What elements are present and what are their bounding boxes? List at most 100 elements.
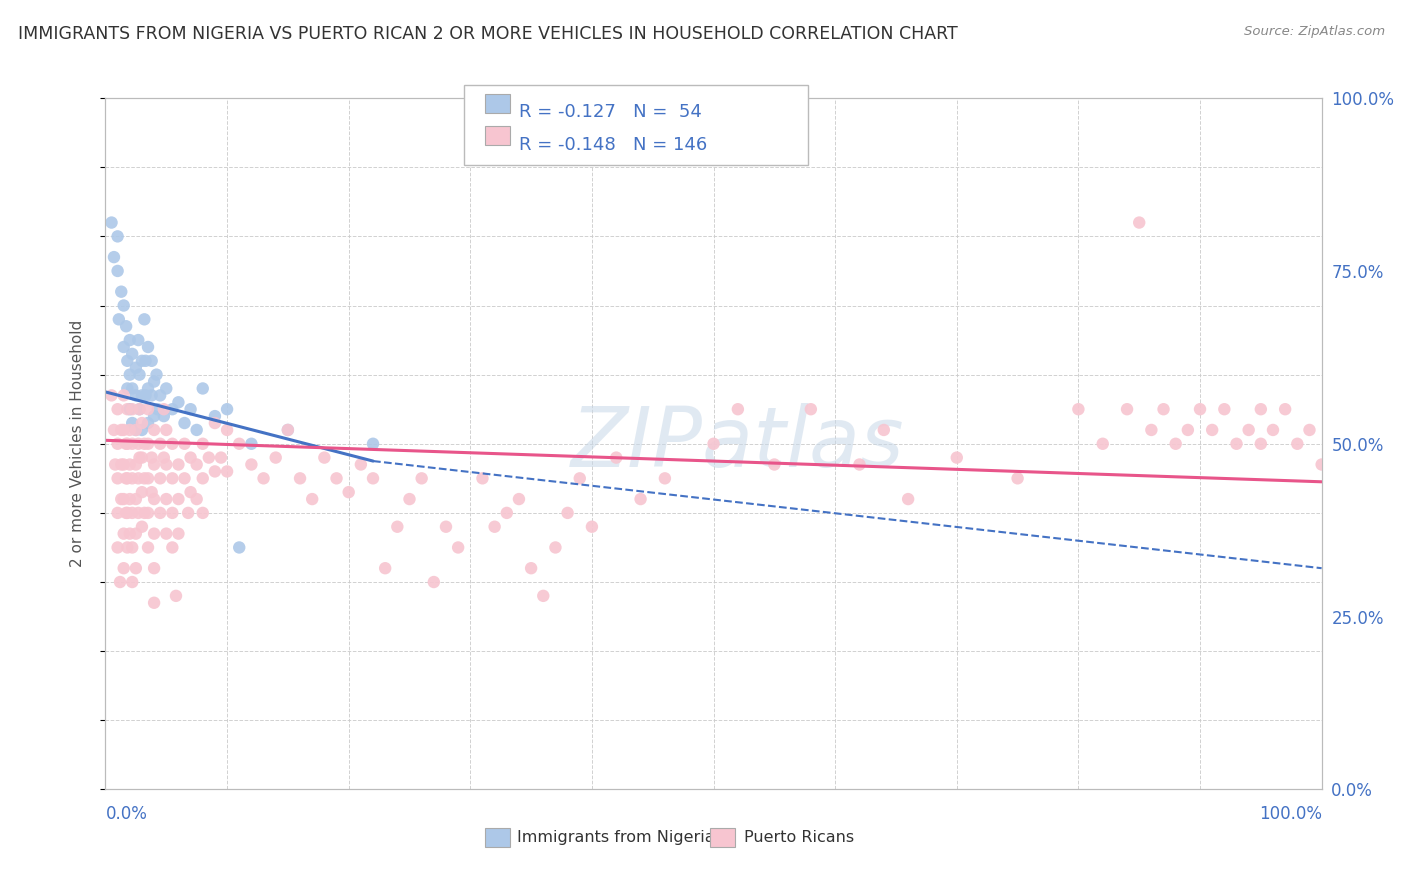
Point: [191, 506, 214, 520]
Point: [118, 402, 141, 417]
Point: [117, 402, 139, 417]
Point: [128, 450, 150, 465]
Point: [630, 492, 652, 507]
Point: [118, 368, 141, 382]
Point: [131, 416, 153, 430]
Point: [112, 423, 135, 437]
Point: [153, 450, 176, 465]
Point: [288, 471, 311, 485]
Point: [374, 561, 396, 575]
Point: [167, 395, 190, 409]
Point: [136, 471, 159, 485]
Point: [125, 423, 148, 437]
Point: [117, 354, 139, 368]
Point: [1177, 423, 1199, 437]
Point: [240, 458, 263, 472]
Point: [153, 402, 176, 417]
Point: [162, 437, 184, 451]
Point: [135, 354, 157, 368]
Point: [104, 458, 127, 472]
Text: ZIPatlas: ZIPatlas: [571, 403, 904, 484]
Point: [162, 402, 184, 417]
Point: [155, 458, 177, 472]
Point: [458, 146, 481, 161]
Point: [117, 437, 139, 451]
Point: [134, 312, 156, 326]
Point: [162, 471, 184, 485]
Point: [125, 458, 148, 472]
Text: Immigrants from Nigeria: Immigrants from Nigeria: [517, 830, 716, 845]
Point: [186, 423, 208, 437]
Point: [173, 437, 195, 451]
Point: [134, 506, 156, 520]
Point: [112, 526, 135, 541]
Point: [127, 471, 149, 485]
Point: [136, 402, 159, 417]
Point: [107, 229, 129, 244]
Point: [131, 354, 153, 368]
Point: [165, 589, 187, 603]
Point: [240, 437, 263, 451]
Point: [350, 458, 373, 472]
Point: [103, 423, 125, 437]
Point: [143, 409, 166, 424]
Text: R = -0.148   N = 146: R = -0.148 N = 146: [519, 136, 707, 153]
Point: [228, 541, 250, 555]
Point: [100, 216, 122, 230]
Point: [141, 388, 163, 402]
Point: [121, 416, 143, 430]
Point: [361, 437, 384, 451]
Point: [143, 375, 166, 389]
Point: [1140, 423, 1163, 437]
Point: [115, 319, 138, 334]
Point: [121, 347, 143, 361]
Point: [191, 437, 214, 451]
Point: [121, 437, 143, 451]
Point: [136, 416, 159, 430]
Point: [873, 423, 896, 437]
Point: [162, 541, 184, 555]
Point: [1225, 437, 1247, 451]
Point: [1091, 437, 1114, 451]
Point: [108, 575, 131, 590]
Point: [198, 450, 221, 465]
Text: 100.0%: 100.0%: [1258, 805, 1322, 822]
Point: [134, 437, 156, 451]
Point: [136, 340, 159, 354]
Point: [131, 485, 153, 500]
Point: [112, 388, 135, 402]
Point: [945, 450, 967, 465]
Point: [110, 423, 132, 437]
Point: [125, 526, 148, 541]
Point: [180, 450, 202, 465]
Text: IMMIGRANTS FROM NIGERIA VS PUERTO RICAN 2 OR MORE VEHICLES IN HOUSEHOLD CORRELAT: IMMIGRANTS FROM NIGERIA VS PUERTO RICAN …: [18, 25, 957, 43]
Text: Source: ZipAtlas.com: Source: ZipAtlas.com: [1244, 25, 1385, 38]
Point: [117, 382, 139, 396]
Point: [1274, 402, 1296, 417]
Point: [471, 471, 494, 485]
Point: [434, 519, 457, 533]
Text: R = -0.127   N =  54: R = -0.127 N = 54: [519, 103, 702, 120]
Point: [141, 450, 163, 465]
Point: [121, 506, 143, 520]
Point: [173, 416, 195, 430]
Point: [763, 458, 786, 472]
Point: [508, 492, 530, 507]
Point: [520, 561, 543, 575]
Point: [387, 519, 409, 533]
Point: [544, 541, 567, 555]
Point: [118, 526, 141, 541]
Point: [204, 416, 226, 430]
Point: [155, 423, 177, 437]
Point: [100, 388, 122, 402]
Point: [209, 450, 232, 465]
Point: [177, 506, 200, 520]
Point: [204, 409, 226, 424]
Point: [1201, 423, 1223, 437]
Point: [143, 596, 166, 610]
Point: [112, 340, 135, 354]
Point: [128, 368, 150, 382]
Point: [581, 519, 603, 533]
Y-axis label: 2 or more Vehicles in Household: 2 or more Vehicles in Household: [70, 320, 84, 567]
Text: Puerto Ricans: Puerto Ricans: [744, 830, 853, 845]
